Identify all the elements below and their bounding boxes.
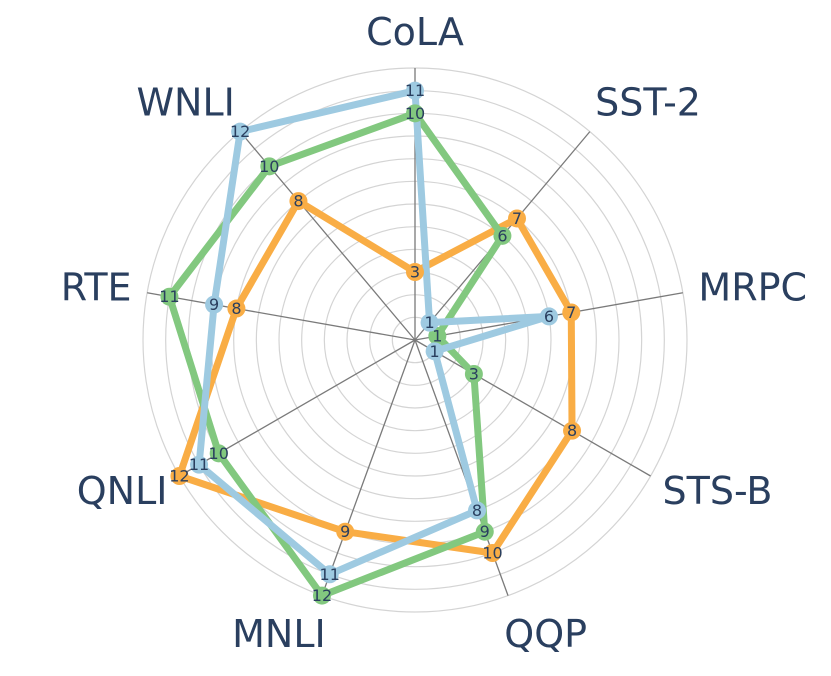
data-point xyxy=(428,327,447,346)
data-point xyxy=(289,192,308,211)
data-label: 10 xyxy=(482,544,502,563)
axis-label-qnli: QNLI xyxy=(77,469,168,513)
data-label: 9 xyxy=(480,522,490,541)
data-point xyxy=(406,81,424,100)
data-label: 6 xyxy=(497,226,507,245)
data-point xyxy=(539,307,558,326)
data-point xyxy=(468,501,487,520)
data-point xyxy=(320,565,339,584)
series-line xyxy=(175,197,576,557)
data-label: 7 xyxy=(512,209,522,228)
data-label: 1 xyxy=(432,327,442,346)
data-label: 9 xyxy=(209,295,219,314)
data-label: 10 xyxy=(209,444,229,463)
data-label: 9 xyxy=(340,522,350,541)
axis-label-qqp: QQP xyxy=(504,612,587,656)
data-point xyxy=(231,122,250,141)
data-label: 8 xyxy=(293,192,303,211)
axis-spoke xyxy=(414,339,651,477)
axis-label-rte: RTE xyxy=(61,266,132,310)
series-line xyxy=(195,87,553,578)
data-point xyxy=(160,287,179,306)
data-point xyxy=(425,342,444,361)
data-label: 11 xyxy=(159,287,179,306)
data-label: 8 xyxy=(231,299,241,318)
data-label: 6 xyxy=(544,307,554,326)
axis-labels: CoLA SST-2 MRPC STS-B QQP MNLI QNLI RTE WNLI xyxy=(61,10,807,656)
axis-label-sts-b: STS-B xyxy=(663,469,773,513)
data-label: 12 xyxy=(312,586,332,605)
data-label: 3 xyxy=(410,263,420,282)
data-point xyxy=(406,104,424,123)
data-label: 1 xyxy=(424,313,434,332)
series-lines xyxy=(165,87,576,600)
data-point xyxy=(190,455,209,474)
data-label: 11 xyxy=(405,81,425,100)
data-label: 10 xyxy=(259,157,279,176)
axis-label-wnli: WNLI xyxy=(136,81,234,125)
data-point xyxy=(507,209,526,228)
data-label: 3 xyxy=(469,365,479,384)
data-label: 12 xyxy=(230,122,250,141)
series-line xyxy=(165,109,506,600)
data-point xyxy=(483,544,502,562)
data-label: 11 xyxy=(320,565,340,584)
data-point xyxy=(170,467,189,485)
data-point xyxy=(475,522,494,541)
data-point xyxy=(563,421,582,440)
data-label: 11 xyxy=(189,455,209,474)
data-label: 8 xyxy=(472,501,482,520)
data-point xyxy=(336,522,355,541)
data-point xyxy=(312,586,331,605)
axis-spoke xyxy=(147,292,416,341)
data-point xyxy=(205,295,224,314)
data-point xyxy=(562,303,581,322)
axis-label-sst-2: SST-2 xyxy=(595,81,701,125)
data-label: 8 xyxy=(567,421,577,440)
data-label: 1 xyxy=(430,342,440,361)
data-point xyxy=(493,226,512,245)
axis-spoke xyxy=(321,339,416,596)
data-point xyxy=(260,157,279,176)
data-point xyxy=(406,263,424,281)
data-label: 12 xyxy=(169,467,189,486)
axis-label-mrpc: MRPC xyxy=(698,266,807,310)
axis-label-cola: CoLA xyxy=(366,10,464,54)
data-point xyxy=(420,313,439,332)
data-point xyxy=(464,365,483,383)
axis-label-mnli: MNLI xyxy=(232,612,326,656)
data-point xyxy=(209,444,228,463)
data-label: 7 xyxy=(566,303,576,322)
data-point xyxy=(227,299,246,318)
data-label: 10 xyxy=(405,104,425,123)
